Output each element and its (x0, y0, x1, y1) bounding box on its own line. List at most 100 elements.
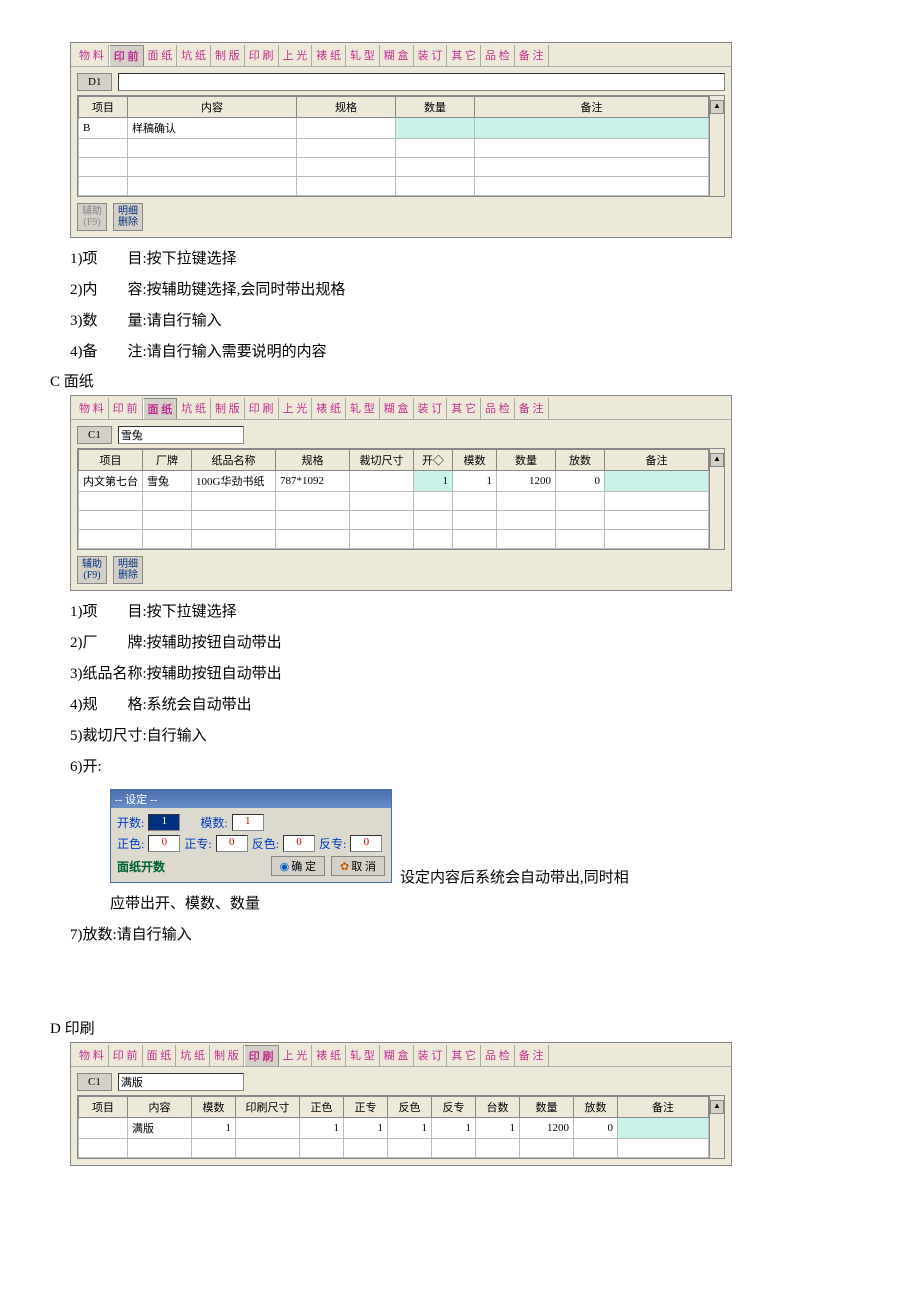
cell-content[interactable]: 样稿确认 (128, 118, 297, 139)
cell[interactable]: 1 (300, 1118, 344, 1139)
scrollbar[interactable]: ▲ (709, 449, 724, 549)
tab-diecut[interactable]: 轧 型 (346, 45, 380, 66)
cell[interactable]: 1 (344, 1118, 388, 1139)
tab-glue[interactable]: 糊 盒 (380, 45, 414, 66)
tab-bind[interactable]: 装 订 (414, 45, 448, 66)
tab-mount[interactable]: 裱 纸 (312, 1045, 346, 1066)
field-fanzhuan[interactable]: 0 (350, 835, 382, 852)
panel-b-top-field[interactable] (118, 73, 725, 91)
aux-button[interactable]: 辅助 (F9) (77, 203, 107, 231)
cell-spec[interactable] (297, 118, 396, 139)
tab-corrugated[interactable]: 坑 纸 (177, 45, 211, 66)
cell[interactable] (605, 471, 709, 492)
cell[interactable]: 787*1092 (276, 471, 350, 492)
detail-delete-button[interactable]: 明细 删除 (113, 203, 143, 231)
tab-corrugated[interactable]: 坑 纸 (177, 398, 211, 419)
tab-paper[interactable]: 面 纸 (144, 45, 178, 66)
cell[interactable]: 1 (192, 1118, 236, 1139)
tab-paper[interactable]: 面 纸 (143, 398, 178, 419)
cell[interactable]: 1 (432, 1118, 476, 1139)
cell[interactable]: 0 (556, 471, 605, 492)
panel-b-id-button[interactable]: D1 (77, 73, 112, 91)
cancel-button[interactable]: ✿取 消 (331, 856, 385, 876)
cell[interactable]: 0 (574, 1118, 618, 1139)
dialog-caption: 面纸开数 (117, 858, 265, 875)
tab-print[interactable]: 印 刷 (245, 398, 279, 419)
cell-project[interactable]: B (79, 118, 128, 139)
text-b-4: 4)备 注:请自行输入需要说明的内容 (70, 339, 870, 366)
tab-plate[interactable]: 制 版 (211, 45, 245, 66)
text-c-7: 7)放数:请自行输入 (70, 922, 870, 949)
tab-other[interactable]: 其 它 (447, 45, 481, 66)
th-taishu: 台数 (476, 1097, 520, 1118)
cell[interactable]: 1200 (497, 471, 556, 492)
tab-mount[interactable]: 裱 纸 (312, 45, 346, 66)
th-qty: 数量 (497, 450, 556, 471)
cell[interactable] (79, 1118, 128, 1139)
tab-corrugated[interactable]: 坑 纸 (176, 1045, 210, 1066)
aux-button[interactable]: 辅助 (F9) (77, 556, 107, 584)
cell[interactable]: 1200 (520, 1118, 574, 1139)
tab-plate[interactable]: 制 版 (210, 1045, 244, 1066)
tab-plate[interactable]: 制 版 (211, 398, 245, 419)
tab-paper[interactable]: 面 纸 (143, 1045, 177, 1066)
cell-remark[interactable] (475, 118, 709, 139)
tab-mount[interactable]: 裱 纸 (312, 398, 346, 419)
cell[interactable] (618, 1118, 709, 1139)
tab-bind[interactable]: 装 订 (414, 398, 448, 419)
cell[interactable]: 1 (453, 471, 497, 492)
panel-d-id-button[interactable]: C1 (77, 1073, 112, 1091)
scrollbar[interactable]: ▲ (709, 1096, 724, 1158)
scrollbar[interactable]: ▲ (709, 96, 724, 196)
tab-other[interactable]: 其 它 (447, 1045, 481, 1066)
tab-glue[interactable]: 糊 盒 (380, 398, 414, 419)
tab-remark[interactable]: 备 注 (515, 398, 549, 419)
th-project: 项目 (79, 97, 128, 118)
tab-prepress[interactable]: 印 前 (109, 45, 144, 66)
ok-button[interactable]: ◉确 定 (271, 856, 325, 876)
field-zhengse[interactable]: 0 (148, 835, 180, 852)
cell[interactable]: 1 (414, 471, 453, 492)
tab-qc[interactable]: 品 检 (481, 1045, 515, 1066)
cell[interactable]: 雪兔 (143, 471, 192, 492)
field-moshu[interactable]: 1 (232, 814, 264, 831)
panel-c-top-field[interactable]: 雪兔 (118, 426, 244, 444)
tab-material[interactable]: 物 料 (75, 45, 109, 66)
tab-material[interactable]: 物 料 (75, 1045, 109, 1066)
panel-d-table: 项目 内容 模数 印刷尺寸 正色 正专 反色 反专 台数 数量 放数 备注 满版 (78, 1096, 709, 1158)
tab-qc[interactable]: 品 检 (481, 398, 515, 419)
panel-d-top-field[interactable]: 满版 (118, 1073, 244, 1091)
tab-bind[interactable]: 装 订 (414, 1045, 448, 1066)
tab-varnish[interactable]: 上 光 (279, 398, 313, 419)
text-c-4: 4)规 格:系统会自动带出 (70, 692, 870, 719)
cell[interactable] (236, 1118, 300, 1139)
cell[interactable]: 1 (388, 1118, 432, 1139)
th-open: 开◇ (414, 450, 453, 471)
field-fanse[interactable]: 0 (283, 835, 315, 852)
field-kaishu[interactable]: 1 (148, 814, 180, 831)
tab-remark[interactable]: 备 注 (515, 1045, 549, 1066)
cell[interactable]: 内文第七台 (79, 471, 143, 492)
cell-qty[interactable] (396, 118, 475, 139)
cell[interactable]: 100G华劲书纸 (192, 471, 276, 492)
field-zhengzhuan[interactable]: 0 (216, 835, 248, 852)
tab-remark[interactable]: 备 注 (515, 45, 549, 66)
tab-material[interactable]: 物 料 (75, 398, 109, 419)
tab-varnish[interactable]: 上 光 (279, 1045, 313, 1066)
cell[interactable] (350, 471, 414, 492)
cell[interactable]: 满版 (128, 1118, 192, 1139)
tab-prepress[interactable]: 印 前 (109, 398, 143, 419)
tab-qc[interactable]: 品 检 (481, 45, 515, 66)
tab-print[interactable]: 印 刷 (245, 45, 279, 66)
tab-diecut[interactable]: 轧 型 (346, 398, 380, 419)
tab-print[interactable]: 印 刷 (244, 1045, 279, 1066)
tab-varnish[interactable]: 上 光 (279, 45, 313, 66)
tab-glue[interactable]: 糊 盒 (380, 1045, 414, 1066)
cell[interactable]: 1 (476, 1118, 520, 1139)
panel-c-id-button[interactable]: C1 (77, 426, 112, 444)
detail-delete-button[interactable]: 明细 删除 (113, 556, 143, 584)
tab-other[interactable]: 其 它 (447, 398, 481, 419)
tab-diecut[interactable]: 轧 型 (346, 1045, 380, 1066)
tab-prepress[interactable]: 印 前 (109, 1045, 143, 1066)
th-remark: 备注 (605, 450, 709, 471)
